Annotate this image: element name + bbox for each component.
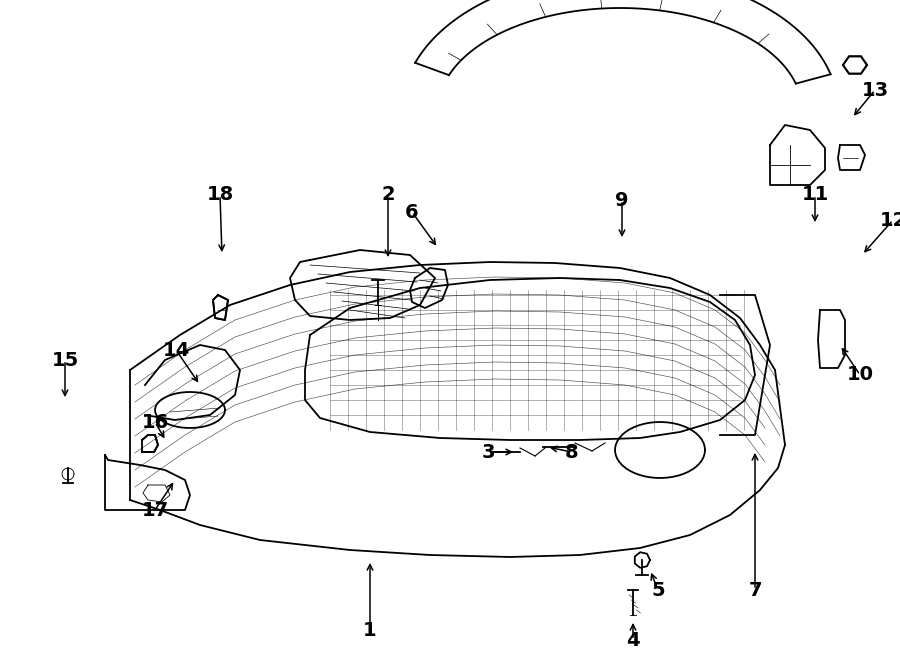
Text: 13: 13 [861,81,888,100]
Text: 2: 2 [382,186,395,204]
Text: 12: 12 [879,210,900,229]
Text: 8: 8 [565,442,579,461]
Text: 14: 14 [162,340,190,360]
Text: 15: 15 [51,350,78,369]
Text: 6: 6 [405,202,418,221]
Text: 1: 1 [364,621,377,639]
Polygon shape [843,56,867,73]
Text: 17: 17 [141,500,168,520]
Text: 3: 3 [482,442,495,461]
Polygon shape [213,295,228,320]
Text: 5: 5 [652,580,665,600]
Text: 4: 4 [626,631,640,650]
Text: 10: 10 [847,366,874,385]
Text: 11: 11 [801,186,829,204]
Text: 16: 16 [141,412,168,432]
Polygon shape [142,435,158,452]
Text: 9: 9 [616,190,629,210]
Text: 18: 18 [206,186,234,204]
Text: 7: 7 [748,580,761,600]
